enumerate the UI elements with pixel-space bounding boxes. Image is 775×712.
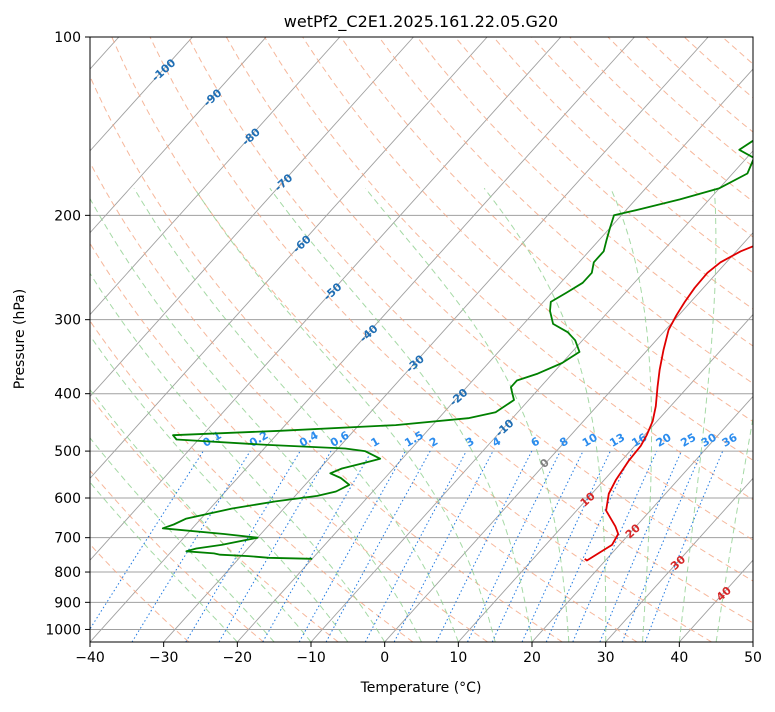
y-tick-label: 400 bbox=[54, 387, 81, 403]
dry-adiabat bbox=[150, 37, 775, 642]
mixing-ratio-line bbox=[622, 451, 702, 642]
dry-adiabat bbox=[455, 37, 775, 642]
dry-adiabat bbox=[761, 37, 775, 642]
mixing-ratio-label: 13 bbox=[607, 431, 627, 450]
moist-adiabat bbox=[484, 188, 606, 642]
mixing-ratio-line bbox=[468, 451, 561, 642]
mixing-ratio-label: 0.1 bbox=[200, 429, 223, 450]
x-axis-label: Temperature (°C) bbox=[360, 680, 482, 696]
mixing-ratio-label: 20 bbox=[654, 431, 674, 450]
mixing-ratio-line bbox=[365, 451, 466, 642]
y-tick-label: 200 bbox=[54, 208, 81, 224]
dry-adiabat bbox=[265, 37, 775, 642]
dry-adiabat bbox=[608, 37, 775, 642]
x-tick-label: 10 bbox=[449, 650, 467, 666]
x-tick-label: −20 bbox=[223, 650, 253, 666]
mixing-ratio-label: 2 bbox=[427, 435, 440, 450]
mixing-ratio-line bbox=[492, 451, 583, 642]
mixing-ratio-line bbox=[299, 451, 405, 642]
x-tick-label: 40 bbox=[670, 650, 688, 666]
mixing-ratio-label: 10 bbox=[580, 431, 600, 450]
isotherm-line bbox=[679, 37, 775, 642]
x-tick-label: −30 bbox=[149, 650, 179, 666]
dry-adiabat bbox=[493, 37, 775, 642]
moist-adiabat bbox=[0, 188, 311, 642]
mixing-ratio-label: 0.6 bbox=[328, 429, 352, 450]
chart-title: wetPf2_C2E1.2025.161.22.05.G20 bbox=[284, 12, 558, 32]
temperature-profile bbox=[585, 37, 775, 561]
dry-adiabat bbox=[0, 37, 264, 642]
mixing-ratio-line bbox=[186, 451, 300, 642]
mixing-ratio-label: 1.5 bbox=[402, 429, 425, 450]
dry-adiabat bbox=[379, 37, 775, 642]
mixing-ratio-label: 36 bbox=[720, 431, 740, 450]
x-tick-label: 0 bbox=[380, 650, 389, 666]
dry-adiabat bbox=[417, 37, 775, 642]
dry-adiabat bbox=[0, 37, 413, 642]
moist-adiabat bbox=[43, 188, 385, 642]
y-tick-label: 500 bbox=[54, 444, 81, 460]
mixing-ratio-label: 1 bbox=[369, 435, 382, 450]
isotherm-line bbox=[532, 37, 775, 642]
isotherm-line bbox=[16, 37, 561, 642]
y-tick-label: 300 bbox=[54, 313, 81, 329]
moist-adiabat bbox=[611, 188, 652, 642]
x-tick-label: 20 bbox=[523, 650, 541, 666]
moist-adiabat bbox=[0, 188, 274, 642]
y-tick-label: 800 bbox=[54, 565, 81, 581]
moist-adiabat bbox=[134, 188, 458, 642]
mixing-ratio-line bbox=[573, 451, 657, 642]
isotherm-line bbox=[164, 37, 709, 642]
mixing-ratio-line bbox=[600, 451, 682, 642]
y-tick-label: 600 bbox=[54, 491, 81, 507]
moist-adiabat bbox=[84, 188, 421, 642]
moist-adiabat bbox=[716, 188, 775, 642]
y-tick-label: 100 bbox=[54, 30, 81, 46]
isotherm-line bbox=[0, 37, 487, 642]
isotherm-line bbox=[753, 37, 775, 642]
isotherm-line bbox=[0, 37, 266, 642]
mixing-ratio-label: 3 bbox=[463, 435, 476, 450]
dry-adiabat bbox=[0, 37, 338, 642]
isotherm-line bbox=[385, 37, 775, 642]
dry-adiabat bbox=[226, 37, 775, 642]
mixing-ratio-line bbox=[645, 451, 723, 642]
y-tick-label: 900 bbox=[54, 595, 81, 611]
y-tick-label: 700 bbox=[54, 531, 81, 547]
x-tick-label: −40 bbox=[75, 650, 105, 666]
isotherm-label: -100 bbox=[149, 56, 178, 84]
moist-adiabat bbox=[365, 188, 568, 642]
mixing-ratio-label: 30 bbox=[699, 431, 719, 450]
dry-adiabat bbox=[532, 37, 775, 642]
isotherm-line bbox=[458, 37, 775, 642]
moist-adiabat bbox=[0, 188, 237, 642]
dry-adiabat bbox=[684, 37, 775, 642]
mixing-ratio-label: 6 bbox=[529, 434, 542, 449]
x-tick-label: 50 bbox=[744, 650, 762, 666]
y-axis-label: Pressure (hPa) bbox=[12, 289, 28, 389]
x-tick-label: −10 bbox=[296, 650, 326, 666]
mixing-ratio-label: 25 bbox=[678, 431, 698, 450]
x-tick-label: 30 bbox=[597, 650, 615, 666]
y-tick-label: 1000 bbox=[45, 622, 81, 638]
dry-adiabat bbox=[0, 37, 189, 642]
isotherm-line bbox=[0, 37, 414, 642]
mixing-ratio-line bbox=[132, 451, 250, 642]
dewpoint-profile bbox=[163, 37, 775, 559]
mixing-ratio-line bbox=[263, 451, 372, 642]
